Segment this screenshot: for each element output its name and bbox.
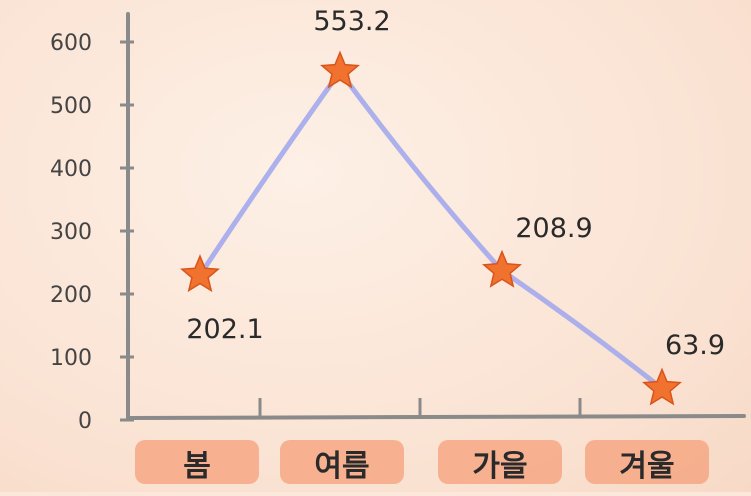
series-line-path <box>197 68 665 391</box>
x-tick-label: 여름 <box>314 449 369 484</box>
star-icon <box>180 254 220 293</box>
data-label: 63.9 <box>665 330 725 361</box>
y-tick-label: 400 <box>50 157 92 182</box>
x-label-highlight <box>585 440 709 484</box>
y-tick-label: 0 <box>78 409 92 434</box>
y-tick-label: 100 <box>50 346 92 371</box>
star-icon <box>642 367 682 406</box>
data-label: 202.1 <box>186 314 263 345</box>
x-tick-label: 가을 <box>472 449 527 484</box>
series-markers <box>180 50 682 406</box>
x-label-highlight <box>280 440 404 484</box>
data-labels: 202.1 553.2 208.9 63.9 <box>186 6 725 361</box>
star-icon <box>320 50 360 89</box>
data-label: 208.9 <box>515 213 592 244</box>
x-tick-label: 봄 <box>183 449 211 484</box>
x-axis-line <box>126 414 746 420</box>
x-tick-labels: 봄 여름 가을 겨울 <box>183 449 674 484</box>
x-label-backgrounds <box>135 440 709 484</box>
x-label-highlight <box>438 440 562 484</box>
star-icon <box>482 249 522 288</box>
axes <box>126 12 746 420</box>
series-line <box>197 68 665 391</box>
y-tick-label: 200 <box>50 283 92 308</box>
x-label-highlight <box>135 440 259 484</box>
x-tick-label: 겨울 <box>619 449 674 484</box>
data-label: 553.2 <box>313 6 390 37</box>
y-axis-ticks: 0 100 200 300 400 500 600 <box>50 31 134 434</box>
y-tick-label: 300 <box>50 220 92 245</box>
y-tick-label: 500 <box>50 94 92 119</box>
y-tick-label: 600 <box>50 31 92 56</box>
x-axis-ticks <box>258 398 582 418</box>
